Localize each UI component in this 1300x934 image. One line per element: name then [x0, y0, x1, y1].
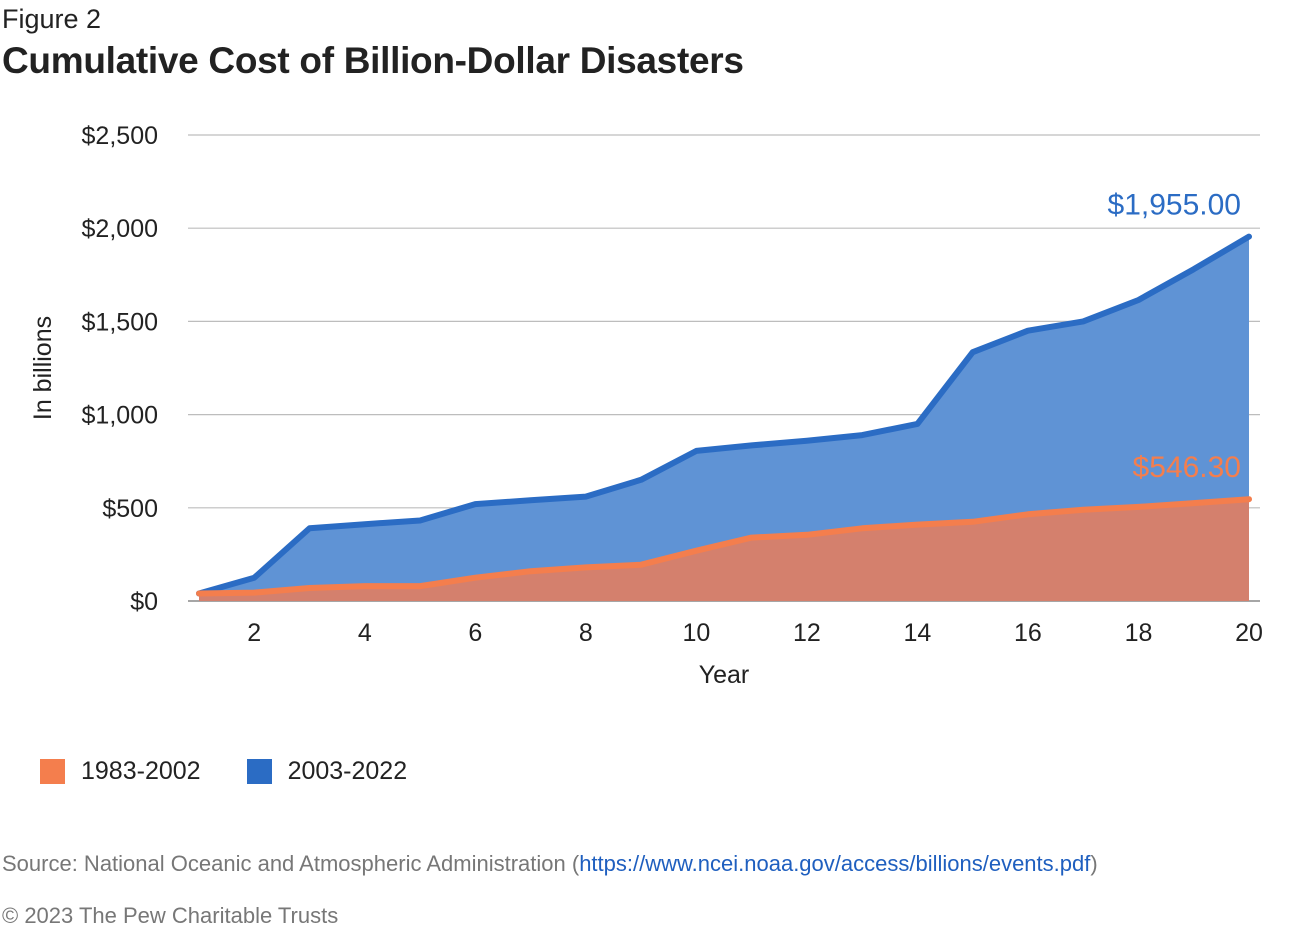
point-1983-2002 — [198, 593, 200, 595]
y-tick-label: $1,000 — [82, 402, 158, 430]
source-link[interactable]: https://www.ncei.noaa.gov/access/billion… — [579, 851, 1091, 876]
x-tick-label: 6 — [468, 619, 482, 647]
source-suffix: ) — [1090, 851, 1098, 876]
y-tick-label: $2,000 — [82, 215, 158, 243]
point-2003-2022 — [916, 423, 918, 425]
x-tick-label: 14 — [904, 619, 932, 647]
point-1983-2002 — [1027, 513, 1029, 515]
point-2003-2022 — [474, 503, 476, 505]
point-2003-2022 — [1248, 236, 1250, 238]
x-tick-label: 4 — [358, 619, 372, 647]
legend-item-2003-2022: 2003-2022 — [246, 757, 408, 786]
point-1983-2002 — [751, 537, 753, 539]
point-2003-2022 — [1137, 299, 1139, 301]
point-1983-2002 — [861, 527, 863, 529]
legend-swatch-1983-2002 — [40, 759, 65, 784]
point-2003-2022 — [861, 434, 863, 436]
legend-label-1983-2002: 1983-2002 — [81, 757, 201, 785]
point-2003-2022 — [253, 577, 255, 579]
source-note: Source: National Oceanic and Atmospheric… — [2, 851, 1098, 877]
point-1983-2002 — [253, 592, 255, 594]
point-1983-2002 — [640, 564, 642, 566]
x-axis-title: Year — [699, 661, 750, 689]
chart-legend: 1983-2002 2003-2022 — [40, 757, 453, 786]
figure-label: Figure 2 — [2, 4, 102, 34]
x-tick-label: 12 — [793, 619, 821, 647]
y-tick-label: $2,500 — [82, 122, 158, 150]
end-label-1983-2002: $546.30 — [1133, 451, 1241, 484]
point-1983-2002 — [1082, 509, 1084, 511]
legend-label-2003-2022: 2003-2022 — [287, 757, 408, 785]
x-tick-label: 16 — [1014, 619, 1042, 647]
point-2003-2022 — [1027, 330, 1029, 332]
point-2003-2022 — [751, 444, 753, 446]
point-2003-2022 — [640, 479, 642, 481]
point-2003-2022 — [1082, 320, 1084, 322]
end-label-2003-2022: $1,955.00 — [1108, 189, 1241, 222]
point-2003-2022 — [585, 496, 587, 498]
x-tick-label: 18 — [1125, 619, 1153, 647]
point-2003-2022 — [530, 499, 532, 501]
point-1983-2002 — [1137, 506, 1139, 508]
point-1983-2002 — [474, 577, 476, 579]
point-1983-2002 — [364, 585, 366, 587]
chart-title: Cumulative Cost of Billion-Dollar Disast… — [2, 40, 744, 81]
x-tick-label: 20 — [1235, 619, 1263, 647]
point-1983-2002 — [1193, 502, 1195, 504]
point-1983-2002 — [1248, 498, 1250, 500]
x-tick-label: 10 — [682, 619, 710, 647]
point-1983-2002 — [530, 570, 532, 572]
line-2003-2022 — [196, 233, 1252, 597]
y-tick-label: $0 — [130, 588, 158, 616]
point-1983-2002 — [972, 521, 974, 523]
point-2003-2022 — [695, 450, 697, 452]
point-1983-2002 — [309, 587, 311, 589]
point-2003-2022 — [419, 519, 421, 521]
copyright: © 2023 The Pew Charitable Trusts — [2, 903, 339, 928]
source-prefix: Source: National Oceanic and Atmospheric… — [2, 851, 580, 876]
y-tick-label: $1,500 — [82, 308, 158, 336]
point-2003-2022 — [309, 527, 311, 529]
point-1983-2002 — [585, 566, 587, 568]
x-tick-label: 8 — [579, 619, 593, 647]
point-1983-2002 — [916, 524, 918, 526]
point-1983-2002 — [419, 585, 421, 587]
y-tick-label: $500 — [102, 495, 158, 523]
point-2003-2022 — [1193, 268, 1195, 270]
point-1983-2002 — [695, 550, 697, 552]
line-1983-2002 — [196, 496, 1252, 597]
point-1983-2002 — [806, 534, 808, 536]
legend-swatch-2003-2022 — [246, 759, 272, 784]
legend-item-1983-2002: 1983-2002 — [40, 757, 201, 786]
point-2003-2022 — [806, 440, 808, 442]
y-axis-title: In billions — [29, 316, 57, 420]
point-2003-2022 — [364, 523, 366, 525]
area-1983-2002 — [199, 499, 1249, 601]
point-2003-2022 — [972, 351, 974, 353]
x-tick-label: 2 — [247, 619, 261, 647]
area-chart: $0 $500 $1,000 $1,500 $2,000 $2,500 2 4 6 8 10 12 14… — [29, 122, 1263, 689]
